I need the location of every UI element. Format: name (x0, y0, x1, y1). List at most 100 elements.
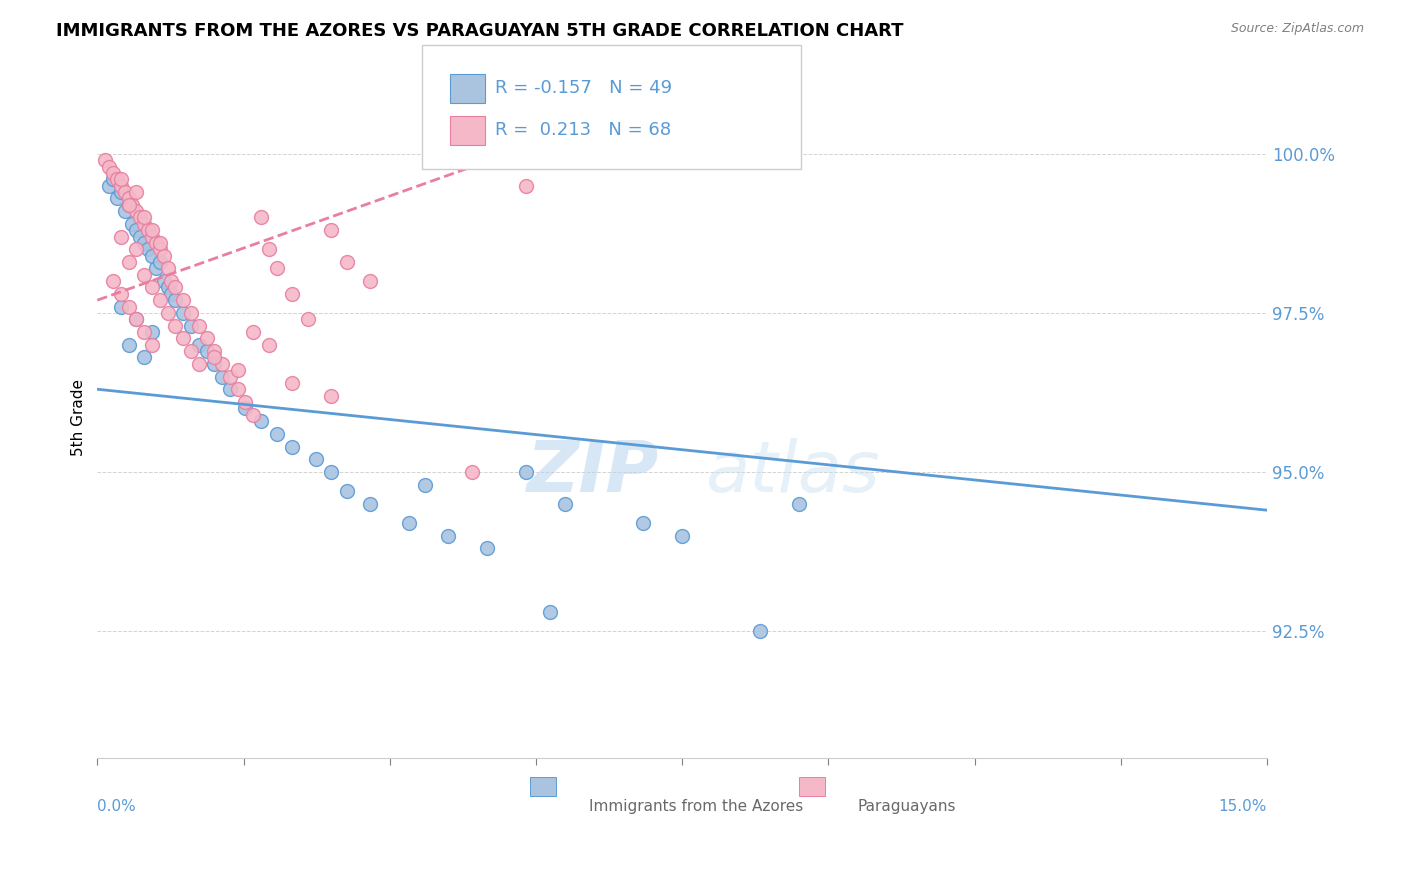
Point (110, 185, 132, 199)
Point (437, 528, 460, 542)
Point (250, 211, 273, 225)
Point (152, 249, 174, 263)
Point (134, 217, 156, 231)
Point (202, 351, 225, 365)
Point (515, 178, 537, 193)
Point (134, 325, 156, 339)
Point (180, 318, 202, 333)
Point (211, 357, 233, 371)
Point (110, 300, 132, 314)
Point (117, 337, 139, 351)
Text: Paraguayans: Paraguayans (858, 799, 956, 814)
Point (117, 255, 139, 269)
Point (235, 395, 257, 409)
Point (297, 312, 319, 326)
Point (165, 293, 187, 308)
Point (110, 172, 132, 186)
Point (125, 312, 148, 326)
Point (141, 223, 163, 237)
Text: IMMIGRANTS FROM THE AZORES VS PARAGUAYAN 5TH GRADE CORRELATION CHART: IMMIGRANTS FROM THE AZORES VS PARAGUAYAN… (56, 22, 904, 40)
Point (152, 274, 174, 288)
Point (235, 401, 257, 416)
Point (117, 191, 139, 205)
Point (141, 337, 163, 351)
Point (187, 357, 209, 371)
Point (266, 261, 288, 276)
Point (266, 426, 288, 441)
Point (129, 211, 152, 225)
Point (554, 497, 576, 511)
Point (141, 249, 163, 263)
Point (160, 286, 183, 301)
Point (413, 477, 436, 491)
Point (631, 516, 654, 530)
Text: Immigrants from the Azores: Immigrants from the Azores (589, 799, 803, 814)
Point (134, 211, 156, 225)
Point (226, 382, 249, 396)
Text: 15.0%: 15.0% (1219, 799, 1267, 814)
Point (172, 293, 194, 308)
Text: 0.0%: 0.0% (97, 799, 136, 814)
Point (202, 344, 225, 359)
Point (141, 280, 163, 294)
Point (219, 382, 242, 396)
Point (121, 197, 143, 211)
Point (98, 160, 121, 174)
Point (121, 217, 143, 231)
Point (257, 337, 280, 351)
Point (281, 440, 304, 454)
Point (336, 484, 359, 499)
Point (156, 280, 179, 294)
Point (787, 497, 810, 511)
Point (281, 286, 304, 301)
Point (141, 229, 163, 244)
Point (187, 318, 209, 333)
Point (94, 153, 117, 168)
Point (305, 452, 328, 467)
Point (110, 229, 132, 244)
Point (125, 242, 148, 256)
Point (149, 255, 172, 269)
Point (321, 223, 343, 237)
Point (242, 325, 264, 339)
Point (110, 286, 132, 301)
Point (134, 268, 156, 282)
Point (125, 223, 148, 237)
Text: R = -0.157   N = 49: R = -0.157 N = 49 (495, 79, 672, 97)
Point (125, 312, 148, 326)
Point (114, 185, 136, 199)
Point (149, 235, 172, 250)
Point (149, 242, 172, 256)
Point (165, 318, 187, 333)
Point (134, 235, 156, 250)
Point (136, 242, 159, 256)
Text: R =  0.213   N = 68: R = 0.213 N = 68 (495, 121, 671, 139)
Point (156, 306, 179, 320)
Point (149, 293, 172, 308)
Point (105, 172, 128, 186)
Point (165, 280, 187, 294)
Point (117, 300, 139, 314)
Point (195, 331, 218, 345)
Point (242, 408, 264, 422)
Point (98, 178, 121, 193)
Point (202, 357, 225, 371)
Point (101, 172, 124, 186)
Point (257, 242, 280, 256)
Point (141, 325, 163, 339)
Point (145, 261, 167, 276)
Point (226, 363, 249, 377)
Point (671, 528, 693, 542)
Point (211, 369, 233, 384)
Bar (799, 777, 825, 796)
Point (156, 261, 179, 276)
Point (110, 178, 132, 193)
Point (749, 624, 772, 638)
Point (125, 204, 148, 219)
Point (180, 344, 202, 359)
Point (172, 331, 194, 345)
Point (321, 389, 343, 403)
Point (359, 274, 381, 288)
Point (105, 191, 128, 205)
Point (117, 197, 139, 211)
